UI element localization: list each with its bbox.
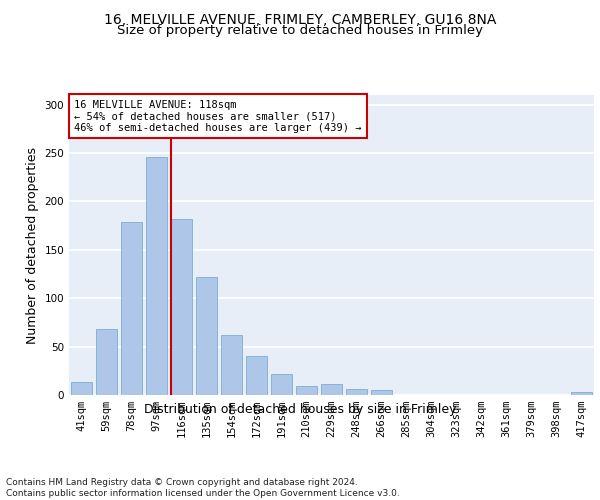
- Bar: [271, 374, 292, 395]
- Bar: [321, 384, 342, 395]
- Bar: [246, 356, 267, 395]
- Text: Contains HM Land Registry data © Crown copyright and database right 2024.
Contai: Contains HM Land Registry data © Crown c…: [6, 478, 400, 498]
- Text: Size of property relative to detached houses in Frimley: Size of property relative to detached ho…: [117, 24, 483, 37]
- Bar: [146, 157, 167, 395]
- Bar: [71, 382, 92, 395]
- Bar: [371, 390, 392, 395]
- Text: 16, MELVILLE AVENUE, FRIMLEY, CAMBERLEY, GU16 8NA: 16, MELVILLE AVENUE, FRIMLEY, CAMBERLEY,…: [104, 12, 496, 26]
- Bar: [121, 222, 142, 395]
- Bar: [571, 392, 592, 395]
- Bar: [221, 335, 242, 395]
- Text: 16 MELVILLE AVENUE: 118sqm
← 54% of detached houses are smaller (517)
46% of sem: 16 MELVILLE AVENUE: 118sqm ← 54% of deta…: [74, 100, 362, 132]
- Text: Distribution of detached houses by size in Frimley: Distribution of detached houses by size …: [144, 402, 456, 415]
- Bar: [96, 329, 117, 395]
- Y-axis label: Number of detached properties: Number of detached properties: [26, 146, 39, 344]
- Bar: [346, 389, 367, 395]
- Bar: [196, 277, 217, 395]
- Bar: [171, 219, 192, 395]
- Bar: [296, 386, 317, 395]
